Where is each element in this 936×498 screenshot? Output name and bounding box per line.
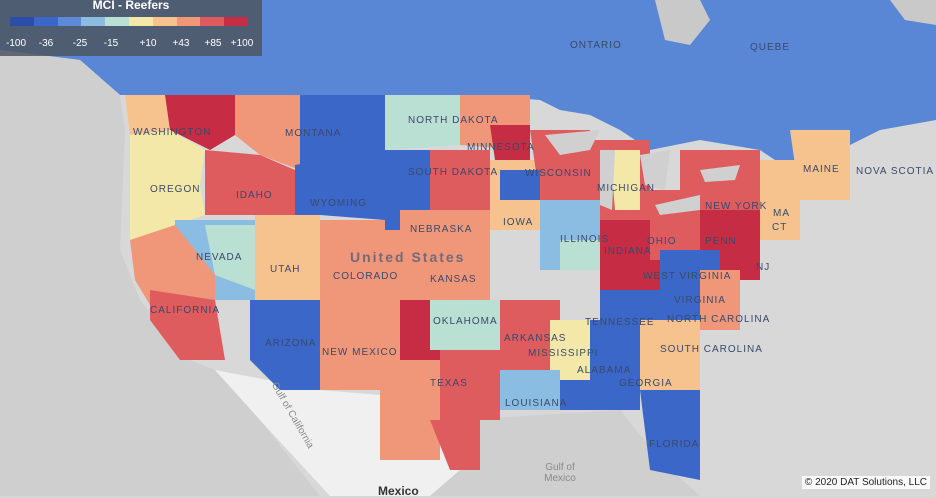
pacific-ocean	[0, 50, 320, 496]
label-illinois: ILLINOIS	[560, 234, 609, 245]
label-virginia: VIRGINIA	[674, 295, 726, 306]
label-washington: WASHINGTON	[133, 127, 211, 138]
label-arizona: ARIZONA	[265, 338, 316, 349]
lake-ontario	[700, 165, 740, 182]
legend-swatch	[200, 17, 225, 26]
legend-tick-label: +10	[139, 38, 157, 49]
label-south-carolina: SOUTH CAROLINA	[660, 344, 763, 355]
label-oregon: OREGON	[150, 184, 200, 195]
label-ma: MA	[773, 208, 790, 219]
hudson-bay-area	[655, 0, 710, 45]
label-kansas: KANSAS	[430, 274, 477, 285]
label-louisiana: LOUISIANA	[505, 398, 567, 409]
label-ohio: OHIO	[647, 236, 677, 247]
label-quebec: QUEBE	[750, 42, 790, 53]
legend-swatch	[224, 17, 248, 26]
label-maine: MAINE	[803, 164, 840, 175]
map-legend: MCI - Reefers -100 -36 -25 -15 +10 +43 +85 +100	[0, 0, 262, 56]
copyright-notice: © 2020 DAT Solutions, LLC	[801, 476, 930, 489]
label-california: CALIFORNIA	[150, 305, 220, 316]
legend-tick-label: +85	[204, 38, 222, 49]
label-nebraska: NEBRASKA	[410, 224, 472, 235]
us-regions[interactable]	[125, 95, 850, 480]
mexico-land	[215, 370, 460, 496]
legend-swatch	[81, 17, 106, 26]
label-ontario: ONTARIO	[570, 40, 622, 51]
label-idaho: IDAHO	[236, 190, 273, 201]
legend-title: MCI - Reefers	[92, 0, 170, 12]
legend-swatch	[33, 17, 58, 26]
legend-swatch	[10, 17, 34, 26]
lake-michigan	[600, 150, 615, 210]
legend-tick-label: +100	[230, 38, 254, 49]
label-georgia: GEORGIA	[619, 378, 673, 389]
legend-tick-label: -36	[38, 38, 54, 49]
legend-tick-label: -25	[72, 38, 88, 49]
lake-huron	[640, 150, 670, 190]
label-gulf-of-mexico: Gulf of Mexico	[544, 462, 576, 484]
label-ct: CT	[772, 222, 787, 233]
label-texas: TEXAS	[430, 378, 468, 389]
label-new-york: NEW YORK	[705, 201, 767, 212]
label-pennsylvania: PENN	[705, 236, 737, 247]
label-arkansas: ARKANSAS	[504, 333, 566, 344]
label-mexico: Mexico	[378, 484, 419, 498]
lake-erie	[655, 195, 700, 215]
label-alabama: ALABAMA	[577, 365, 631, 376]
label-mississippi: MISSISSIPPI	[528, 348, 598, 359]
label-florida: FLORIDA	[649, 439, 699, 450]
legend-swatch	[105, 17, 129, 26]
legend-swatch	[152, 17, 177, 26]
label-indiana: INDIANA	[604, 246, 652, 257]
label-iowa: IOWA	[503, 217, 533, 228]
label-united-states: United States	[350, 249, 465, 265]
lake-superior	[545, 130, 600, 155]
label-north-dakota: NORTH DAKOTA	[408, 115, 499, 126]
label-michigan: MICHIGAN	[597, 183, 655, 194]
label-new-mexico: NEW MEXICO	[322, 347, 398, 358]
legend-tick-label: -100	[5, 38, 27, 49]
label-west-virginia: WEST VIRGINIA	[643, 271, 731, 282]
label-wyoming: WYOMING	[310, 198, 367, 209]
legend-swatch	[57, 17, 82, 26]
gulf-area	[890, 0, 936, 25]
legend-swatch	[128, 17, 153, 26]
label-tennessee: TENNESSEE	[585, 317, 655, 328]
label-nj: NJ	[756, 262, 770, 273]
label-nova-scotia: NOVA SCOTIA	[856, 166, 934, 177]
label-wisconsin: WISCONSIN	[525, 168, 592, 179]
legend-color-scale	[10, 17, 248, 26]
label-colorado: COLORADO	[333, 271, 398, 282]
label-nevada: NEVADA	[196, 252, 242, 263]
legend-tick-label: +43	[172, 38, 190, 49]
legend-tick-label: -15	[103, 38, 119, 49]
label-utah: UTAH	[270, 264, 300, 275]
legend-swatch	[176, 17, 201, 26]
gulf-water	[430, 410, 700, 496]
label-oklahoma: OKLAHOMA	[433, 316, 498, 327]
label-minnesota: MINNESOTA	[467, 142, 535, 153]
label-montana: MONTANA	[285, 128, 341, 139]
label-south-dakota: SOUTH DAKOTA	[408, 167, 498, 178]
label-north-carolina: NORTH CAROLINA	[667, 314, 770, 325]
